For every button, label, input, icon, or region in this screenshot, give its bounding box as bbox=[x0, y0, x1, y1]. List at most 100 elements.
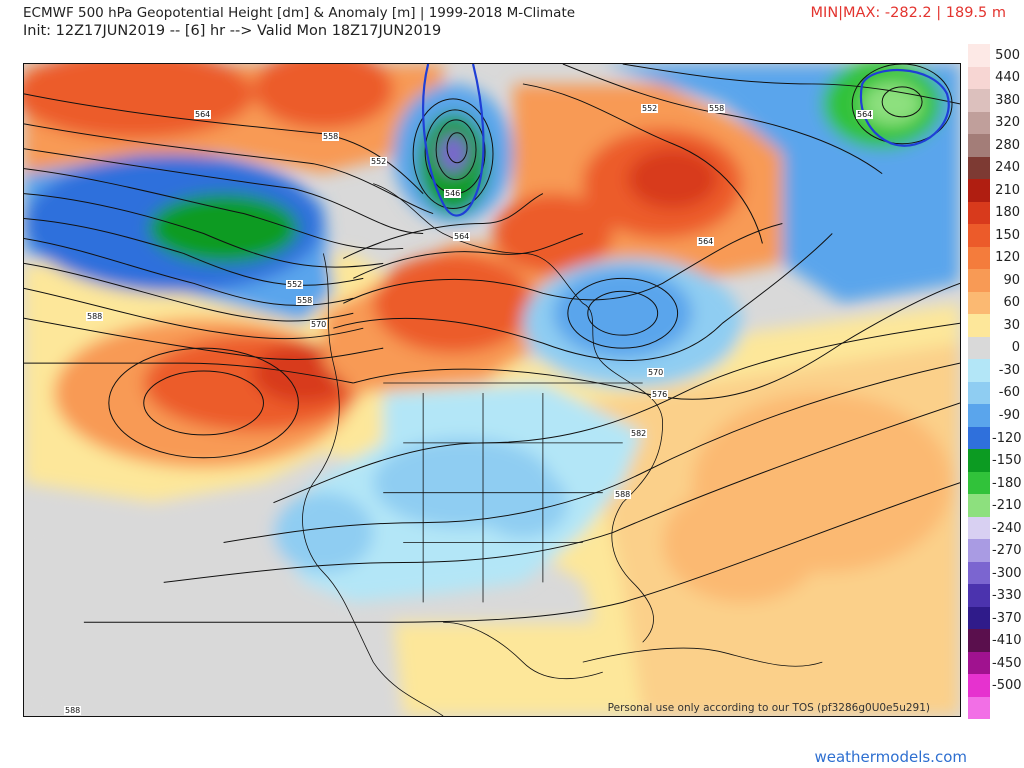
contour-label: 570 bbox=[647, 368, 665, 377]
contour-label: 546 bbox=[444, 189, 462, 198]
contour-label: 588 bbox=[64, 706, 82, 715]
legend-label: -90 bbox=[998, 408, 1020, 423]
contour-label: 552 bbox=[370, 157, 388, 166]
legend-swatch bbox=[968, 471, 990, 495]
legend-row: 30 bbox=[968, 314, 1020, 337]
legend-label: -300 bbox=[992, 565, 1022, 581]
legend-row: 210 bbox=[968, 179, 1020, 202]
contour-label: 570 bbox=[310, 320, 328, 329]
legend-swatch bbox=[968, 314, 990, 337]
legend-label: 180 bbox=[995, 205, 1020, 221]
init-valid-time: Init: 12Z17JUN2019 -- [6] hr --> Valid M… bbox=[23, 23, 442, 39]
legend-swatch bbox=[968, 449, 990, 472]
legend-swatch bbox=[968, 201, 990, 225]
contour-label: 564 bbox=[856, 110, 874, 119]
contour-label: 552 bbox=[641, 104, 659, 113]
legend-row: -150 bbox=[968, 449, 1022, 472]
contour-label: 582 bbox=[630, 429, 648, 438]
legend-label: -60 bbox=[998, 385, 1020, 401]
legend-label: 0 bbox=[1011, 340, 1020, 356]
contour-label: 588 bbox=[86, 312, 104, 321]
legend-row: -60 bbox=[968, 381, 1020, 405]
contour-label: 558 bbox=[322, 132, 340, 141]
legend-label: -270 bbox=[992, 543, 1022, 559]
legend-swatch bbox=[968, 336, 990, 360]
legend-swatch bbox=[968, 134, 990, 157]
legend-label: -150 bbox=[992, 453, 1022, 469]
legend-row: -330 bbox=[968, 584, 1022, 607]
legend-label: 60 bbox=[1003, 295, 1020, 311]
contour-label: 564 bbox=[697, 237, 715, 246]
legend-label: -120 bbox=[992, 430, 1022, 446]
legend-swatch bbox=[968, 381, 990, 405]
legend-label: -500 bbox=[992, 678, 1022, 694]
legend-row: 150 bbox=[968, 224, 1020, 247]
legend-swatch bbox=[968, 359, 990, 382]
legend-row: 120 bbox=[968, 246, 1020, 270]
legend-label: -370 bbox=[992, 610, 1022, 626]
legend-swatch bbox=[968, 606, 990, 630]
legend-swatch bbox=[968, 179, 990, 202]
anomaly-map[interactable]: 564 558 552 546 564 552 558 564 552 558 … bbox=[23, 63, 961, 717]
legend-row: -30 bbox=[968, 359, 1020, 382]
legend-swatch bbox=[968, 111, 990, 135]
legend-swatch bbox=[968, 426, 990, 450]
contour-label: 564 bbox=[453, 232, 471, 241]
legend-swatch bbox=[968, 674, 990, 697]
legend-label: -210 bbox=[992, 498, 1022, 514]
min-max-readout: MIN|MAX: -282.2 | 189.5 m bbox=[810, 5, 1006, 21]
legend-row: 90 bbox=[968, 269, 1020, 292]
legend-swatch bbox=[968, 269, 990, 292]
legend-row: -270 bbox=[968, 539, 1022, 562]
legend-row: 380 bbox=[968, 89, 1020, 112]
legend-row: 440 bbox=[968, 66, 1020, 90]
legend-swatch bbox=[968, 561, 990, 585]
legend-label: -330 bbox=[992, 588, 1022, 604]
legend-swatch bbox=[968, 224, 990, 247]
legend-row: -300 bbox=[968, 561, 1022, 585]
legend-swatch bbox=[968, 539, 990, 562]
legend-swatch bbox=[968, 291, 990, 315]
footer-link[interactable]: weathermodels.com bbox=[814, 748, 967, 766]
legend-swatch bbox=[968, 66, 990, 90]
legend-row: 180 bbox=[968, 201, 1020, 225]
legend-row: 320 bbox=[968, 111, 1020, 135]
contour-label: 558 bbox=[708, 104, 726, 113]
tos-watermark: Personal use only according to our TOS (… bbox=[607, 702, 930, 714]
legend-label: -410 bbox=[992, 633, 1022, 649]
legend-label: 440 bbox=[995, 70, 1020, 86]
legend-row: 0 bbox=[968, 336, 1020, 360]
legend-swatch bbox=[968, 629, 990, 652]
legend-label: 120 bbox=[995, 250, 1020, 266]
legend-row: 280 bbox=[968, 134, 1020, 157]
legend-swatch bbox=[968, 246, 990, 270]
legend-label: 30 bbox=[1003, 317, 1020, 333]
legend-row: -450 bbox=[968, 651, 1022, 675]
legend-swatch bbox=[968, 584, 990, 607]
coastlines bbox=[302, 183, 823, 716]
legend-row: 500 bbox=[968, 44, 1020, 67]
legend-label: 380 bbox=[995, 92, 1020, 108]
legend-row: 240 bbox=[968, 156, 1020, 180]
legend-swatch bbox=[968, 156, 990, 180]
legend-row: 60 bbox=[968, 291, 1020, 315]
legend-swatch bbox=[968, 89, 990, 112]
reference-contours bbox=[422, 64, 950, 217]
legend-row: -120 bbox=[968, 426, 1022, 450]
contour-label: 552 bbox=[286, 280, 304, 289]
legend-label: -180 bbox=[992, 475, 1022, 491]
legend-swatch bbox=[968, 651, 990, 675]
legend-row: -240 bbox=[968, 516, 1022, 540]
legend-label: 320 bbox=[995, 115, 1020, 131]
legend-label: 150 bbox=[995, 227, 1020, 243]
legend-label: 210 bbox=[995, 182, 1020, 198]
map-canvas bbox=[24, 64, 960, 716]
legend-label: 500 bbox=[995, 47, 1020, 63]
contour-label: 588 bbox=[614, 490, 632, 499]
legend-label: -30 bbox=[998, 362, 1020, 378]
legend-label: 280 bbox=[995, 137, 1020, 153]
contour-label: 558 bbox=[296, 296, 314, 305]
contour-label: 564 bbox=[194, 110, 212, 119]
legend-label: 90 bbox=[1003, 272, 1020, 288]
chart-title: ECMWF 500 hPa Geopotential Height [dm] &… bbox=[23, 5, 576, 21]
